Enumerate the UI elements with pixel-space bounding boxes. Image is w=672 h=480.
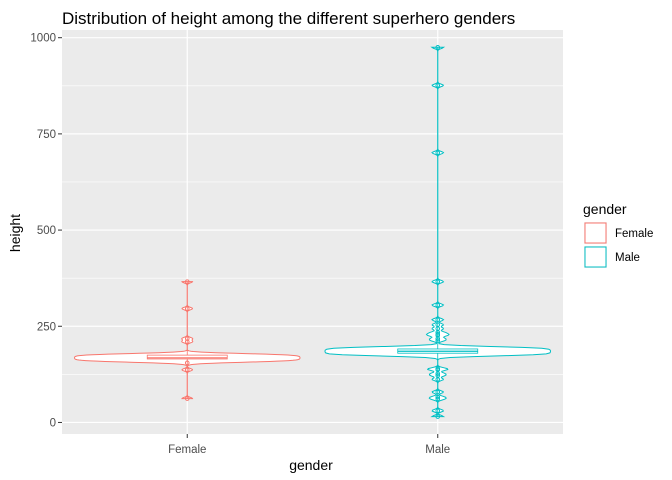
data-point	[435, 408, 441, 414]
data-point	[184, 279, 190, 284]
legend-label-female: Female	[615, 228, 653, 240]
data-point	[184, 360, 190, 366]
violin-layer	[74, 45, 551, 419]
data-point	[435, 394, 441, 400]
legend-title: gender	[583, 201, 627, 217]
data-point	[435, 338, 441, 343]
data-point	[435, 389, 441, 395]
plot-panel	[62, 30, 563, 434]
data-point	[435, 150, 441, 156]
data-point	[435, 414, 441, 419]
y-tick-label: 750	[37, 129, 56, 141]
data-point	[184, 339, 190, 344]
y-tick-label: 250	[37, 321, 56, 333]
x-tick-label: Female	[168, 444, 206, 456]
legend-key-male	[584, 246, 607, 268]
data-point	[435, 317, 441, 323]
data-point	[435, 83, 441, 88]
chart-title: Distribution of height among the differe…	[62, 9, 515, 28]
legend-label-male: Male	[615, 252, 640, 264]
data-point	[435, 366, 441, 371]
x-axis-title: gender	[289, 457, 333, 473]
data-point	[184, 396, 190, 401]
data-point	[435, 322, 441, 328]
data-point	[435, 279, 441, 284]
axes: 0 250 500 750 1000 Female Male	[30, 33, 450, 456]
violin-female	[74, 279, 301, 401]
legend-key-female	[584, 222, 607, 244]
x-tick-label: Male	[425, 444, 450, 456]
data-point	[435, 302, 441, 308]
data-point	[184, 306, 190, 311]
y-tick-label: 500	[37, 225, 56, 237]
data-point	[184, 336, 190, 341]
data-point	[435, 45, 441, 50]
y-tick-label: 0	[50, 417, 56, 429]
data-point	[184, 367, 190, 373]
panel-background	[62, 30, 563, 434]
legend: gender Female Male	[583, 201, 653, 268]
violin-male	[324, 45, 551, 419]
data-point	[435, 396, 441, 402]
data-point	[435, 373, 441, 378]
data-point	[435, 336, 441, 341]
y-tick-label: 1000	[30, 33, 56, 45]
y-axis-title: height	[7, 214, 23, 252]
data-point	[435, 332, 441, 337]
